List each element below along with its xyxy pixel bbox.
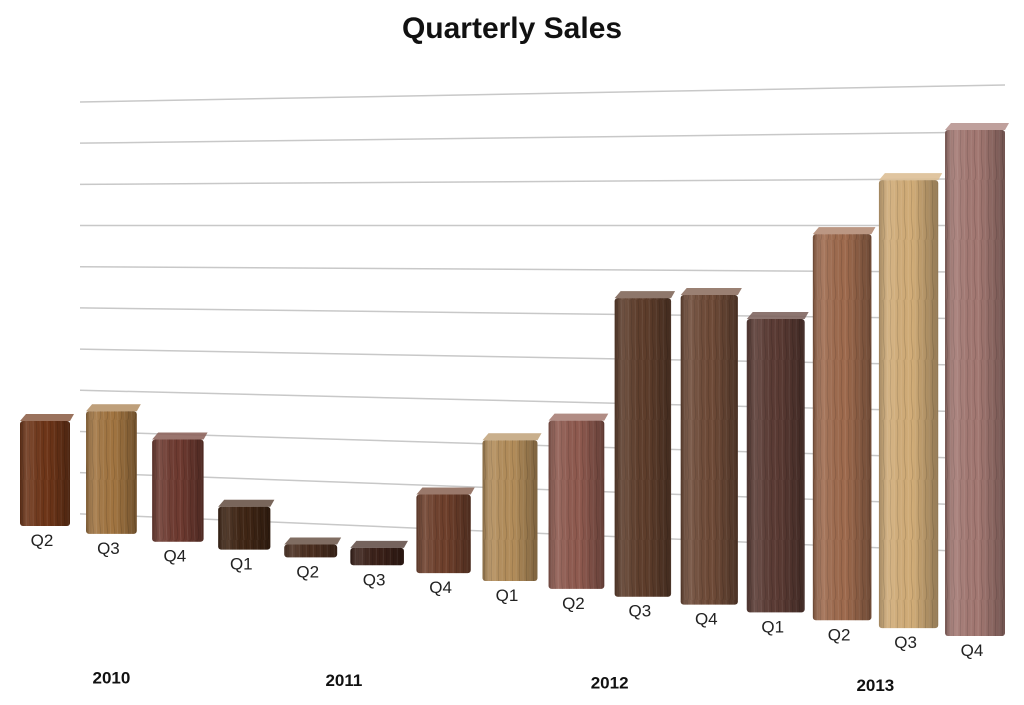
category-label: Q3 xyxy=(894,633,917,652)
bar xyxy=(945,123,1009,636)
year-label: 2012 xyxy=(591,673,629,692)
category-label: Q2 xyxy=(31,531,54,550)
year-label: 2011 xyxy=(325,671,362,690)
category-label: Q1 xyxy=(230,555,253,574)
gridline xyxy=(79,84,1006,103)
category-label: Q1 xyxy=(496,586,519,605)
category-label: Q1 xyxy=(761,617,784,636)
category-label: Q4 xyxy=(164,547,187,566)
bar xyxy=(86,404,141,534)
bar xyxy=(350,540,408,566)
bar xyxy=(548,413,609,589)
year-label: 2013 xyxy=(856,676,894,695)
bar xyxy=(218,499,275,550)
category-label: Q4 xyxy=(429,578,452,597)
bar xyxy=(614,291,676,597)
bar xyxy=(20,414,74,526)
category-label: Q2 xyxy=(562,594,585,613)
category-label: Q4 xyxy=(961,641,984,660)
bar xyxy=(746,312,809,613)
category-label: Q2 xyxy=(828,625,851,644)
year-label: 2010 xyxy=(93,669,131,688)
bar xyxy=(878,173,943,629)
bar xyxy=(680,288,742,605)
bar xyxy=(482,433,542,581)
bar xyxy=(416,487,475,574)
category-label: Q2 xyxy=(296,562,319,581)
category-labels: Q2 Q3 Q4 Q1 Q2 Q3 Q4 Q1 Q2 Q3 Q4 Q1 Q2 Q3 Q4 xyxy=(31,531,984,660)
category-label: Q3 xyxy=(97,539,120,558)
bar xyxy=(152,432,208,542)
chart-title: Quarterly Sales xyxy=(401,12,623,45)
bars xyxy=(20,123,1009,636)
gridline xyxy=(79,131,1006,144)
category-label: Q3 xyxy=(629,602,652,621)
year-labels: 2010 2011 2012 2013 xyxy=(93,669,895,695)
category-label: Q3 xyxy=(363,570,386,589)
category-label: Q4 xyxy=(695,610,718,629)
bar xyxy=(284,537,342,558)
gridline xyxy=(79,177,1006,186)
bar xyxy=(812,227,876,621)
